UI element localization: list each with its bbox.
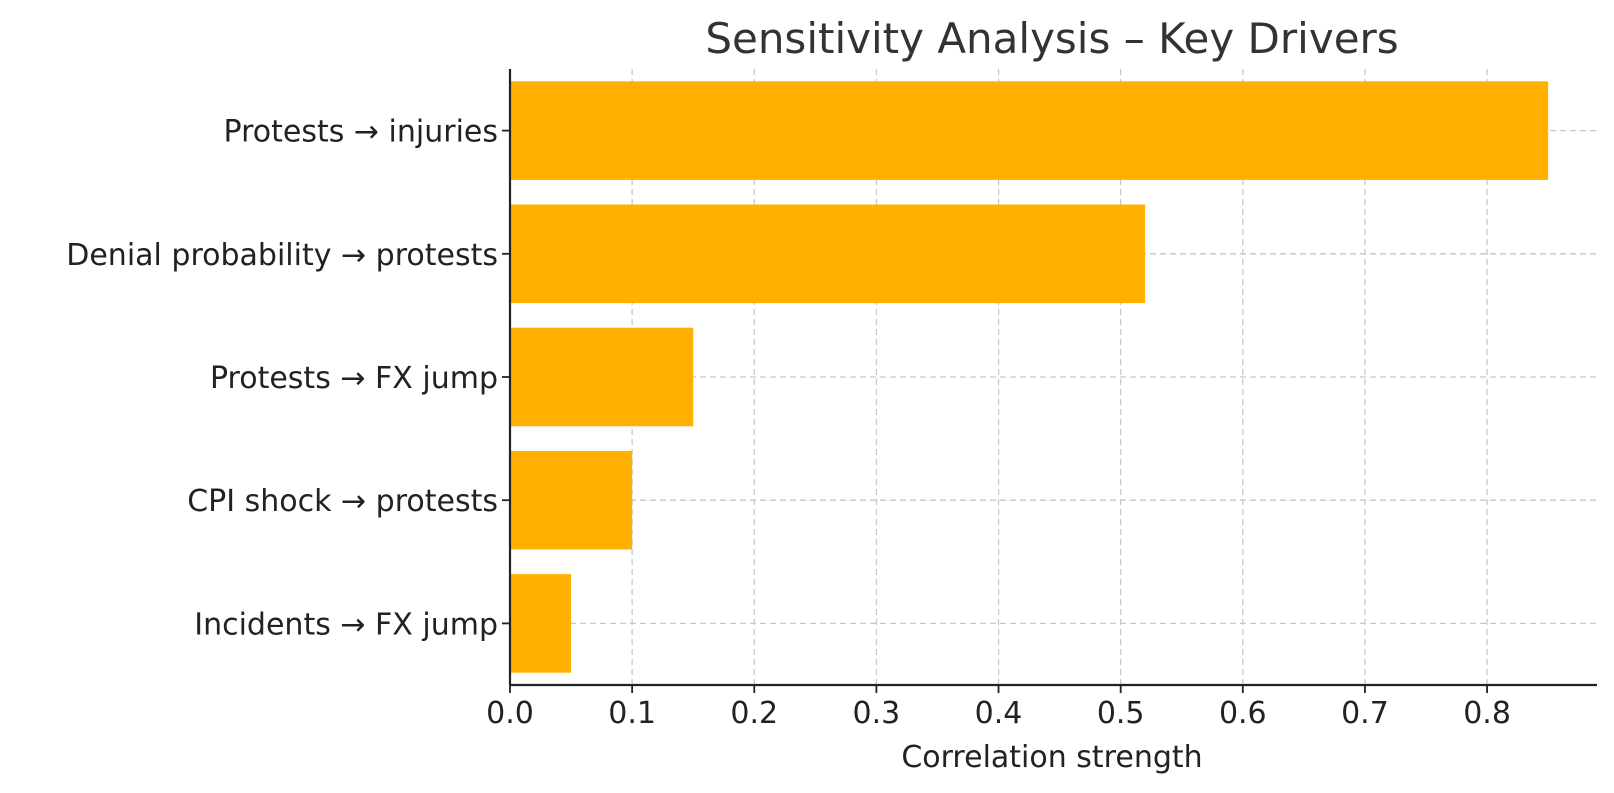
x-tick-label: 0.4 bbox=[975, 696, 1023, 731]
x-tick-label: 0.2 bbox=[730, 696, 778, 731]
x-tick-label: 0.0 bbox=[486, 696, 534, 731]
chart-title: Sensitivity Analysis – Key Drivers bbox=[705, 14, 1398, 63]
x-axis-ticks: 0.0 0.1 0.2 0.3 0.4 0.5 0.6 0.7 0.8 bbox=[486, 685, 1511, 731]
bars bbox=[510, 81, 1549, 673]
x-tick-label: 0.1 bbox=[608, 696, 656, 731]
bar bbox=[510, 574, 572, 673]
x-tick-label: 0.8 bbox=[1463, 696, 1511, 731]
y-tick-label: CPI shock → protests bbox=[187, 484, 498, 519]
x-tick-label: 0.3 bbox=[853, 696, 901, 731]
y-tick-label: Protests → FX jump bbox=[210, 361, 498, 396]
y-tick-label: Denial probability → protests bbox=[66, 238, 498, 273]
bar bbox=[510, 327, 694, 427]
bar bbox=[510, 81, 1549, 180]
y-tick-label: Protests → injuries bbox=[224, 115, 499, 150]
x-tick-label: 0.7 bbox=[1341, 696, 1389, 731]
y-axis-ticks: Protests → injuries Denial probability → … bbox=[66, 115, 510, 642]
x-tick-label: 0.6 bbox=[1219, 696, 1267, 731]
bar bbox=[510, 204, 1146, 304]
bar bbox=[510, 450, 633, 550]
y-tick-label: Incidents → FX jump bbox=[194, 607, 498, 642]
x-axis-label: Correlation strength bbox=[901, 740, 1202, 775]
x-tick-label: 0.5 bbox=[1097, 696, 1145, 731]
